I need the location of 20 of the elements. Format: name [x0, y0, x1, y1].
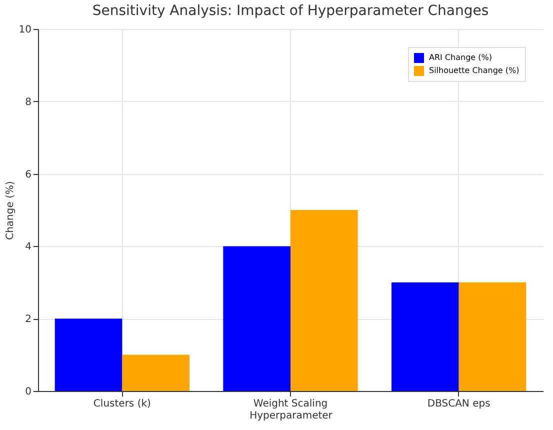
- bar: [290, 210, 358, 391]
- y-tick-label: 6: [25, 169, 32, 180]
- bar: [122, 354, 190, 391]
- bar: [54, 318, 122, 391]
- y-tick-label: 8: [25, 96, 32, 108]
- x-tick-label: DBSCAN eps: [427, 398, 490, 410]
- bar: [392, 282, 459, 391]
- y-tick-label: 0: [25, 386, 32, 398]
- legend-label: Silhouette Change (%): [429, 66, 520, 75]
- chart-title: Sensitivity Analysis: Impact of Hyperparameter Changes: [92, 3, 489, 19]
- x-tick-label: Clusters (k): [93, 398, 151, 410]
- legend-label: ARI Change (%): [429, 53, 492, 62]
- x-tick-label: Weight Scaling: [253, 398, 328, 410]
- y-tick-label: 10: [18, 24, 32, 36]
- x-axis-title: Hyperparameter: [250, 410, 334, 422]
- bar: [223, 246, 290, 391]
- bar: [458, 282, 526, 391]
- y-tick-label: 4: [25, 242, 32, 253]
- y-tick-label: 2: [25, 314, 32, 326]
- y-axis-title: Change (%): [4, 181, 16, 240]
